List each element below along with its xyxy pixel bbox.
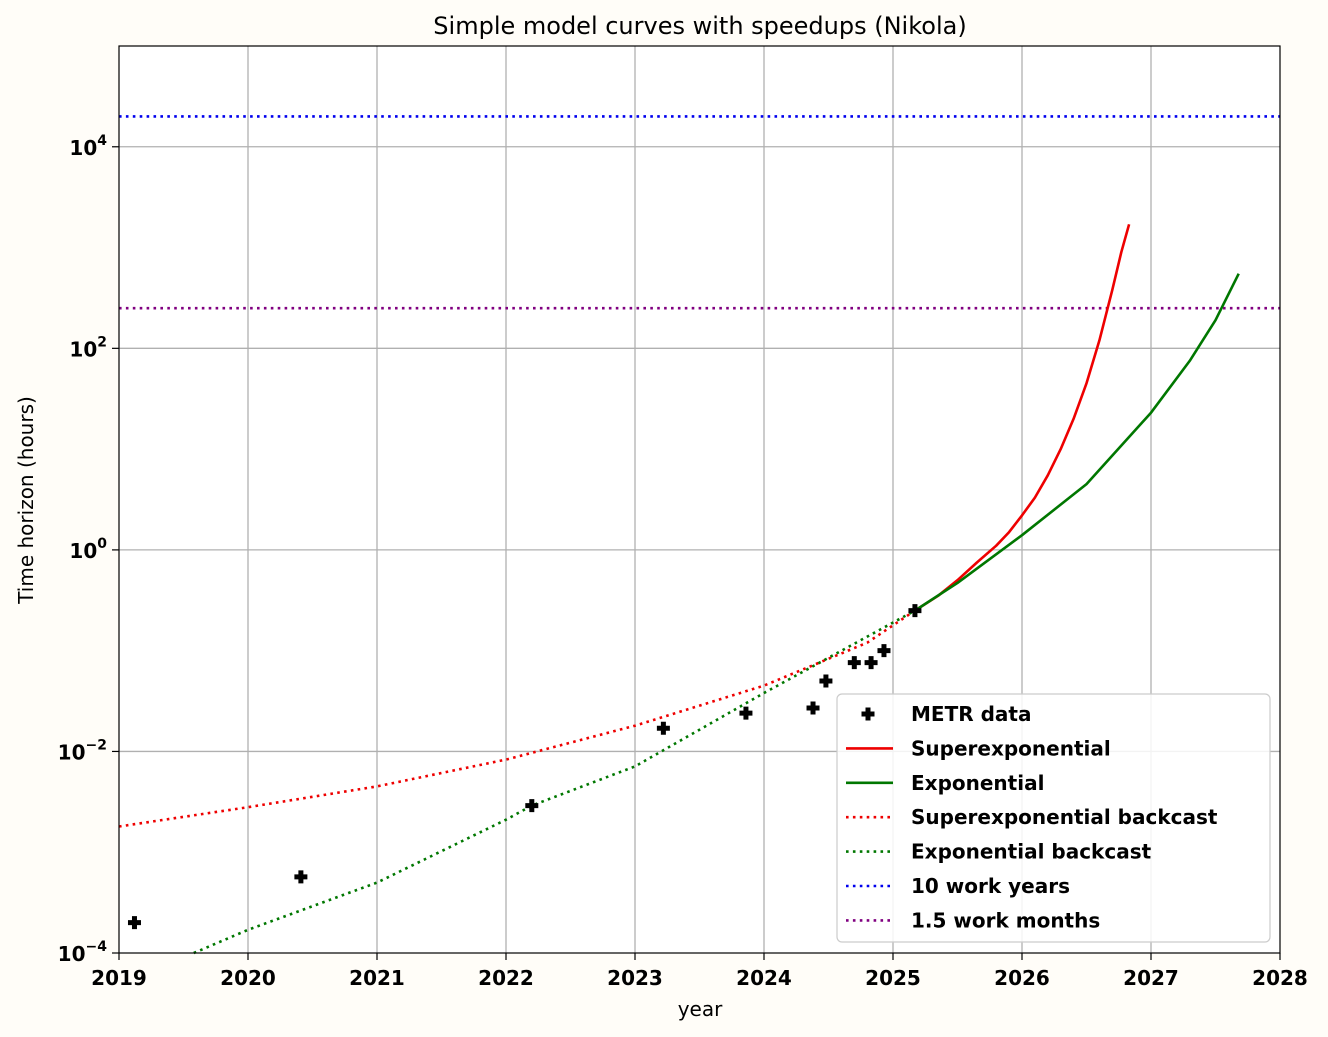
y-tick-label: 10−2 bbox=[58, 737, 107, 764]
series-superexponential bbox=[914, 223, 1131, 612]
ticks: 2019 2020 2021 2022 2023 2024 2025 2026 2027 2028… bbox=[58, 133, 1308, 990]
legend-label: Exponential backcast bbox=[911, 840, 1152, 864]
data-point bbox=[908, 604, 922, 618]
x-tick-label: 2028 bbox=[1252, 966, 1308, 990]
data-point bbox=[656, 721, 670, 735]
y-tick-base: 10 bbox=[58, 942, 86, 966]
series-superexponential-backcast bbox=[118, 609, 916, 828]
data-point bbox=[294, 870, 308, 884]
legend-entry: Exponential backcast bbox=[846, 840, 1152, 864]
y-tick-exponent: −4 bbox=[86, 939, 108, 955]
legend-marker bbox=[861, 707, 875, 721]
plot-frame bbox=[118, 45, 1281, 954]
y-tick-label: 10−4 bbox=[58, 939, 108, 966]
data-point bbox=[739, 706, 753, 720]
y-tick-exponent: 4 bbox=[97, 133, 107, 149]
x-axis-title: year bbox=[678, 997, 723, 1021]
legend-label: METR data bbox=[911, 702, 1031, 726]
y-tick-exponent: 0 bbox=[97, 536, 107, 552]
data-point bbox=[847, 656, 861, 670]
x-tick-label: 2026 bbox=[994, 966, 1050, 990]
line-superexponential-backcast bbox=[118, 609, 916, 828]
legend-entry: Superexponential backcast bbox=[846, 805, 1218, 829]
y-tick-exponent: −2 bbox=[86, 737, 107, 753]
legend-label: 10 work years bbox=[911, 874, 1070, 898]
y-tick-label: 102 bbox=[69, 334, 107, 361]
line-exponential bbox=[914, 273, 1240, 612]
legend-entry: 10 work years bbox=[846, 874, 1070, 898]
series-metr-data bbox=[127, 604, 922, 930]
data-point bbox=[877, 644, 891, 658]
series-layer bbox=[118, 115, 1280, 955]
y-tick-base: 10 bbox=[69, 337, 97, 361]
legend-entry: Superexponential bbox=[846, 736, 1111, 760]
y-tick-base: 10 bbox=[69, 539, 97, 563]
x-tick-label: 2027 bbox=[1123, 966, 1179, 990]
y-tick-label: 104 bbox=[69, 133, 107, 160]
x-tick-label: 2023 bbox=[607, 966, 663, 990]
legend-entry: Exponential bbox=[846, 771, 1044, 795]
y-tick-label: 100 bbox=[69, 536, 107, 563]
x-tick-label: 2025 bbox=[865, 966, 921, 990]
legend-entry: 1.5 work months bbox=[846, 908, 1100, 932]
chart-title: Simple model curves with speedups (Nikol… bbox=[433, 12, 966, 40]
legend-label: Exponential bbox=[911, 771, 1044, 795]
data-point bbox=[864, 656, 878, 670]
data-point bbox=[806, 701, 820, 715]
legend-label: Superexponential bbox=[911, 736, 1111, 760]
x-tick-label: 2024 bbox=[736, 966, 792, 990]
line-superexponential bbox=[914, 223, 1131, 612]
legend-label: Superexponential backcast bbox=[911, 805, 1218, 829]
x-tick-label: 2022 bbox=[478, 966, 534, 990]
legend-entry: METR data bbox=[861, 702, 1031, 726]
legend-box bbox=[836, 693, 1271, 943]
data-point bbox=[127, 916, 141, 930]
y-tick-base: 10 bbox=[69, 136, 97, 160]
x-tick-label: 2020 bbox=[220, 966, 276, 990]
series-exponential bbox=[914, 273, 1240, 612]
data-point bbox=[525, 799, 539, 813]
legend-label: 1.5 work months bbox=[911, 908, 1100, 932]
y-axis-title: Time horizon (hours) bbox=[14, 396, 38, 605]
y-tick-exponent: 2 bbox=[97, 334, 107, 350]
y-tick-base: 10 bbox=[58, 740, 86, 764]
data-point bbox=[819, 674, 833, 688]
legend: METR data Superexponential Exponential Supe… bbox=[836, 693, 1271, 943]
x-tick-label: 2021 bbox=[349, 966, 405, 990]
x-tick-label: 2019 bbox=[91, 966, 147, 990]
